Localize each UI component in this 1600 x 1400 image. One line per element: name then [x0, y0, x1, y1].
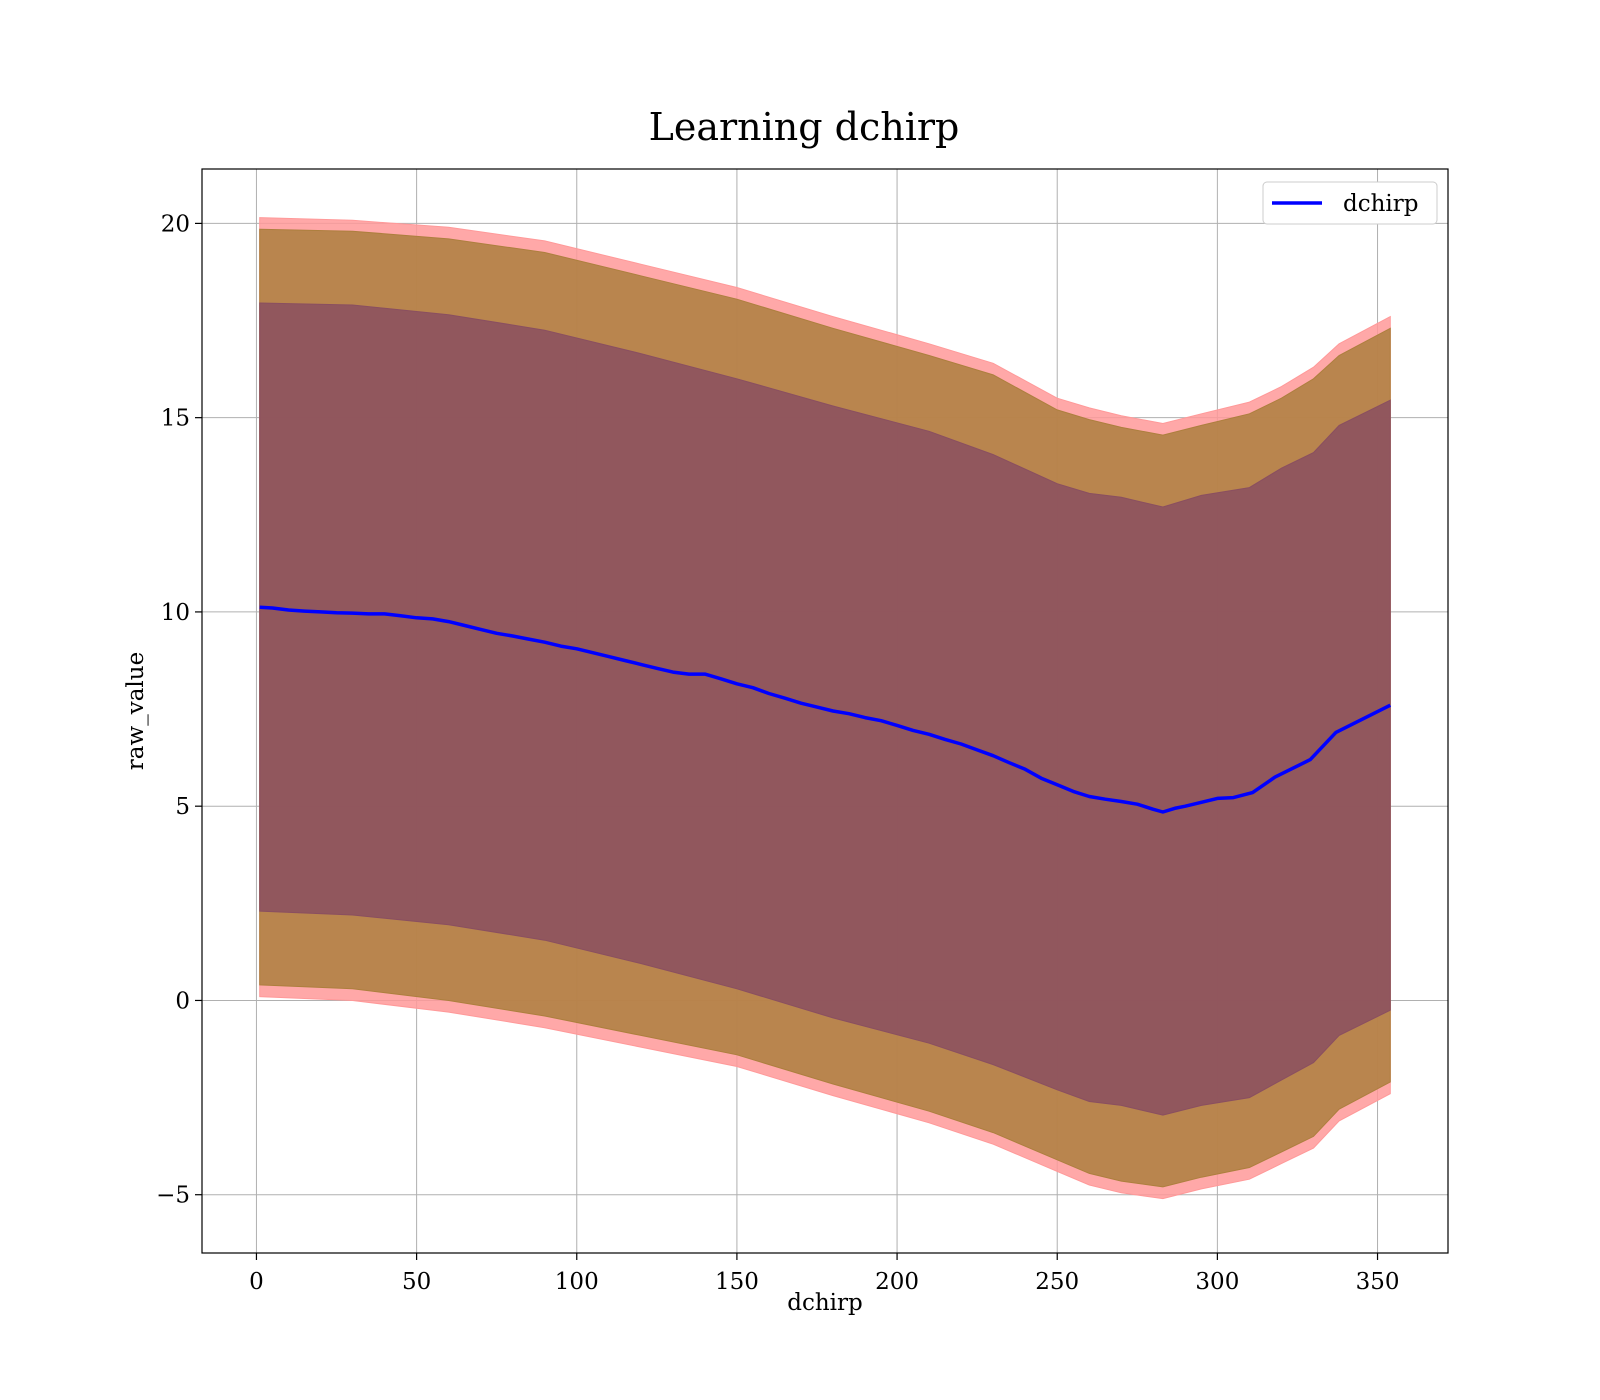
x-tick-label: 200 — [875, 1269, 919, 1295]
x-tick-label: 0 — [249, 1269, 264, 1295]
x-tick-label: 150 — [715, 1269, 759, 1295]
x-tick-label: 50 — [402, 1269, 431, 1295]
y-tick-label: 10 — [161, 600, 190, 626]
chart-title: Learning dchirp — [649, 105, 960, 149]
series-line-dchirp — [259, 605, 1392, 814]
y-tick-label: 15 — [161, 406, 190, 432]
y-tick-label: −5 — [156, 1183, 190, 1209]
x-axis-label: dchirp — [787, 1290, 863, 1316]
confidence-bands — [259, 217, 1391, 1200]
y-tick-label: 5 — [175, 794, 190, 820]
x-tick-label: 350 — [1356, 1269, 1400, 1295]
x-tick-label: 300 — [1195, 1269, 1239, 1295]
legend-label-dchirp: dchirp — [1343, 191, 1419, 217]
legend-box — [1262, 181, 1438, 225]
x-axis: 0 50 100 150 200 250 300 350 — [249, 1253, 1399, 1295]
series-lines — [259, 605, 1392, 814]
plot-frame — [201, 168, 1449, 1254]
x-tick-label: 250 — [1035, 1269, 1079, 1295]
y-tick-label: 20 — [161, 211, 190, 237]
x-tick-label: 100 — [555, 1269, 599, 1295]
y-tick-label: 0 — [175, 988, 190, 1014]
y-axis: −5 0 5 10 15 20 — [156, 211, 202, 1209]
y-axis-label: raw_value — [123, 652, 149, 770]
legend: dchirp — [1262, 181, 1438, 225]
